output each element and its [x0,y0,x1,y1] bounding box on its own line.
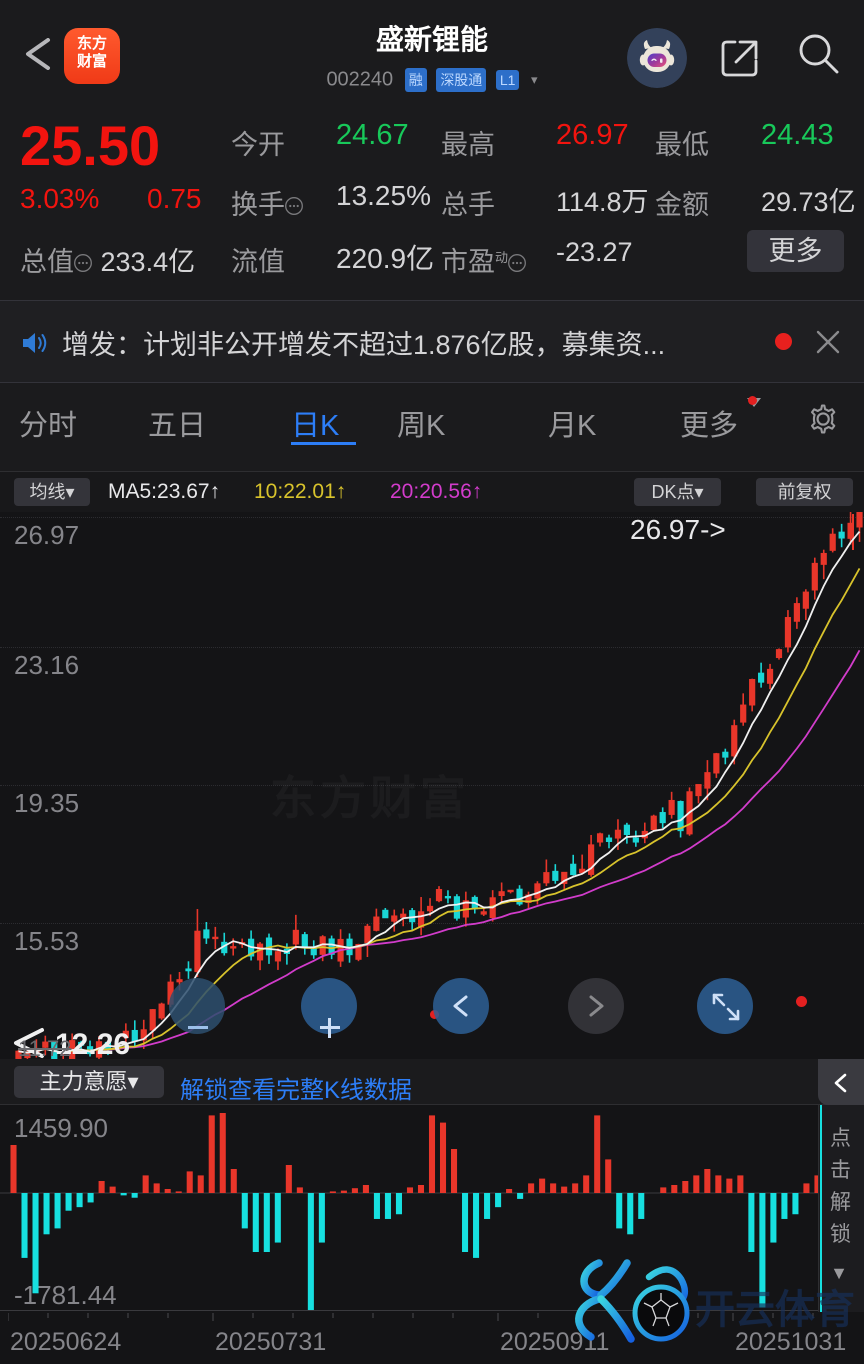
svg-text:开云体育: 开云体育 [695,1288,855,1332]
